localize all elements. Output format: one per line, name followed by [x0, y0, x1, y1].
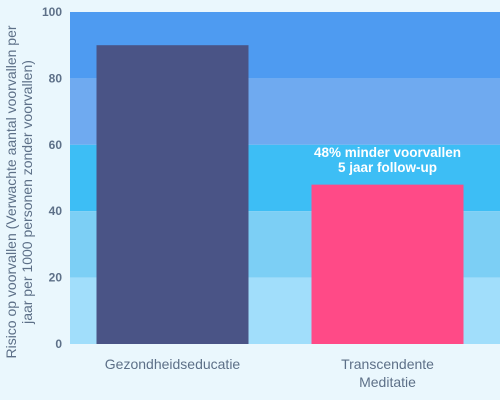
category-label-1-line-0: Transcendente — [341, 356, 434, 372]
y-tick-label-3: 60 — [49, 138, 63, 152]
category-label-1-line-1: Meditatie — [359, 374, 416, 390]
y-tick-label-4: 80 — [49, 71, 63, 85]
y-axis-title: Risico op voorvallen (Verwachte aantal v… — [3, 25, 35, 358]
y-axis-title-line-0: Risico op voorvallen (Verwachte aantal v… — [3, 25, 19, 358]
annotation-line-1: 5 jaar follow-up — [338, 160, 437, 175]
y-tick-label-5: 100 — [42, 5, 62, 19]
y-tick-label-0: 0 — [55, 337, 62, 351]
y-tick-label-2: 40 — [49, 204, 63, 218]
y-axis-title-line-1: jaar per 1000 personen zonder voorvallen… — [19, 60, 35, 325]
category-label-0-line-0: Gezondheidseducatie — [105, 356, 241, 372]
x-axis-categories: Gezondheidseducatie Transcendente Meditati… — [105, 356, 434, 390]
y-tick-label-1: 20 — [49, 271, 63, 285]
annotation-line-0: 48% minder voorvallen — [314, 145, 461, 160]
bars — [96, 45, 464, 344]
bar-0 — [96, 45, 249, 344]
bar-1 — [311, 184, 464, 344]
y-axis-ticks: 0 20 40 60 80 100 — [42, 5, 62, 351]
